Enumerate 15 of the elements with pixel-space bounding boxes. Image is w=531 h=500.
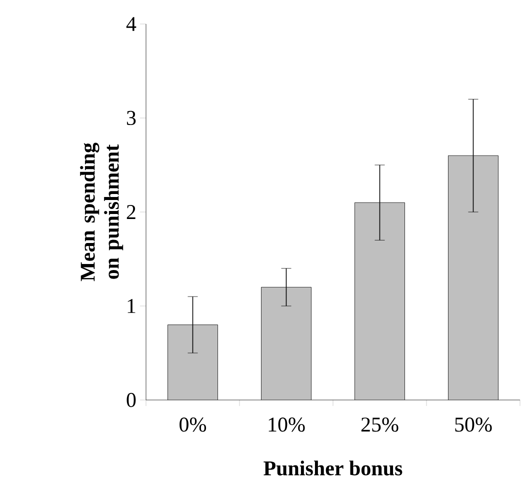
x-tick-label: 50% [455, 418, 492, 432]
x-tick-label: 0% [180, 418, 206, 432]
x-axis-title: Punisher bonus [264, 460, 402, 476]
bar [448, 155, 498, 400]
y-tick-label: 4 [126, 17, 136, 31]
y-tick-label: 0 [126, 392, 136, 408]
bar [168, 324, 218, 400]
y-tick-label: 2 [126, 205, 136, 219]
y-tick-label: 3 [126, 110, 136, 126]
bar [261, 287, 312, 400]
x-tick-label: 10% [268, 418, 305, 432]
y-axis-title: Mean spending on punishment [80, 142, 124, 282]
y-tick-label: 1 [128, 299, 136, 313]
bar [354, 202, 405, 400]
x-tick-label: 25% [361, 418, 398, 432]
